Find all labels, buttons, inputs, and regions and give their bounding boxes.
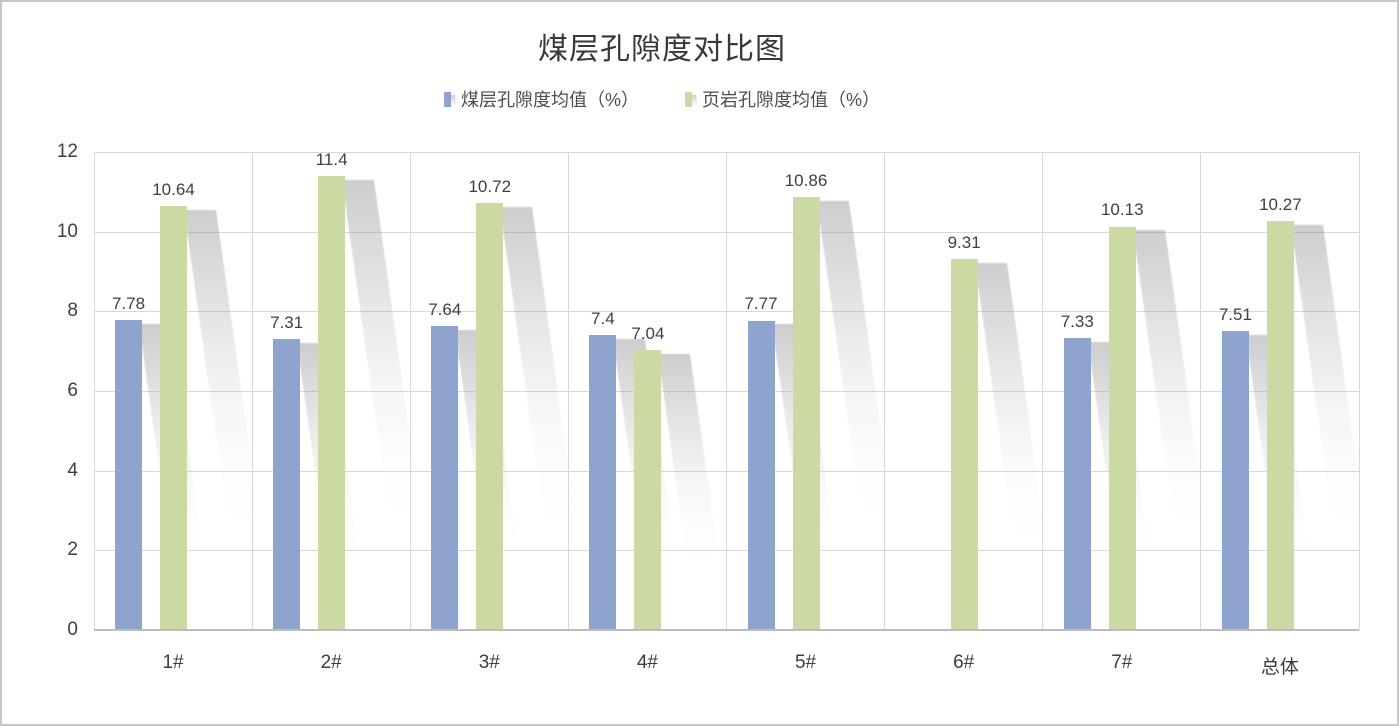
- data-label: 7.64: [428, 299, 462, 319]
- x-axis-line: [94, 629, 1359, 631]
- x-axis-category-label: 6#: [953, 652, 975, 673]
- gridline-vertical: [251, 152, 253, 630]
- bar-shale-2#: [318, 175, 346, 630]
- x-axis-category-label: 3#: [478, 652, 500, 673]
- data-label: 7.33: [1060, 312, 1094, 332]
- bar-shale-5#: [792, 197, 820, 630]
- data-label: 10.27: [1259, 194, 1302, 214]
- x-axis-category-label: 1#: [162, 652, 184, 673]
- bar-shadow: [500, 206, 578, 528]
- y-axis-tick-label: 4: [67, 459, 78, 481]
- data-label: 7.31: [270, 312, 304, 332]
- gridline-vertical: [1200, 152, 1202, 630]
- gridline-vertical: [884, 152, 886, 630]
- gridline-vertical: [567, 152, 569, 630]
- gridline-vertical: [1358, 152, 1360, 630]
- bar-shadow: [1290, 224, 1366, 532]
- data-label: 10.13: [1100, 200, 1144, 220]
- bar-coal-4#: [589, 335, 617, 630]
- bar-shale-3#: [476, 203, 504, 630]
- coal-series-marker-icon: [443, 91, 457, 107]
- shale-series-marker-icon: [685, 91, 698, 107]
- chart-header: 煤层孔隙度对比图: [2, 2, 1322, 68]
- data-label: 7.51: [1218, 304, 1252, 324]
- data-label: 7.4: [591, 309, 615, 329]
- bar-coal-1#: [115, 320, 142, 630]
- bar-coal-总体: [1221, 330, 1249, 630]
- gridline-vertical: [409, 152, 411, 630]
- data-label: 10.64: [152, 180, 195, 200]
- data-label: 9.31: [947, 233, 981, 253]
- y-axis-tick-label: 0: [67, 619, 78, 640]
- gridline-vertical: [1042, 152, 1044, 630]
- legend-label-coal: 煤层孔隙度均值（%）: [460, 90, 639, 110]
- x-axis-category-label: 总体: [1260, 657, 1299, 678]
- bar-coal-7#: [1063, 338, 1091, 630]
- gridline-vertical: [93, 152, 95, 630]
- y-axis-tick-label: 12: [56, 141, 78, 162]
- bar-coal-2#: [273, 338, 301, 630]
- gridline-vertical: [726, 152, 727, 630]
- x-axis-category-label: 2#: [320, 652, 342, 673]
- bar-shale-1#: [160, 206, 187, 630]
- data-label: 11.4: [315, 149, 348, 169]
- bar-shale-7#: [1108, 226, 1136, 630]
- legend-label-shale: 页岩孔隙度均值（%）: [702, 90, 881, 110]
- data-label: 7.78: [111, 294, 146, 314]
- legend: 煤层孔隙度均值（%） 页岩孔隙度均值（%）: [2, 86, 1322, 112]
- y-axis-tick-label: 8: [67, 300, 78, 322]
- data-label: 7.77: [744, 294, 778, 314]
- x-axis-category-label: 4#: [636, 652, 659, 673]
- bar-shale-6#: [950, 259, 978, 630]
- data-label: 10.86: [784, 171, 828, 191]
- bar-shadow: [184, 210, 261, 529]
- bar-shadow: [974, 263, 1046, 542]
- bar-shadow: [1132, 230, 1208, 534]
- x-axis-category-label: 5#: [794, 652, 817, 673]
- data-label: 10.72: [468, 176, 512, 196]
- data-label: 7.04: [631, 323, 665, 343]
- x-axis-category-label: 7#: [1111, 652, 1133, 673]
- legend-item-coal: 煤层孔隙度均值（%）: [443, 86, 639, 112]
- bar-shale-总体: [1266, 220, 1294, 630]
- bar-coal-3#: [431, 325, 459, 630]
- y-axis-tick-label: 2: [67, 539, 78, 561]
- bar-coal-5#: [747, 320, 775, 630]
- legend-item-shale: 页岩孔隙度均值（%）: [685, 86, 880, 112]
- bar-shale-4#: [634, 349, 662, 630]
- bar-shadow: [816, 201, 895, 526]
- plot-area: 7.78 10.64 7.31 11.4 7.64 10.72 7.4 7.04 7.77 10.…: [93, 149, 1366, 631]
- y-axis-tick-label: 6: [67, 380, 78, 401]
- chart-title: 煤层孔隙度对比图: [538, 33, 786, 66]
- y-axis-tick-label: 10: [56, 220, 78, 242]
